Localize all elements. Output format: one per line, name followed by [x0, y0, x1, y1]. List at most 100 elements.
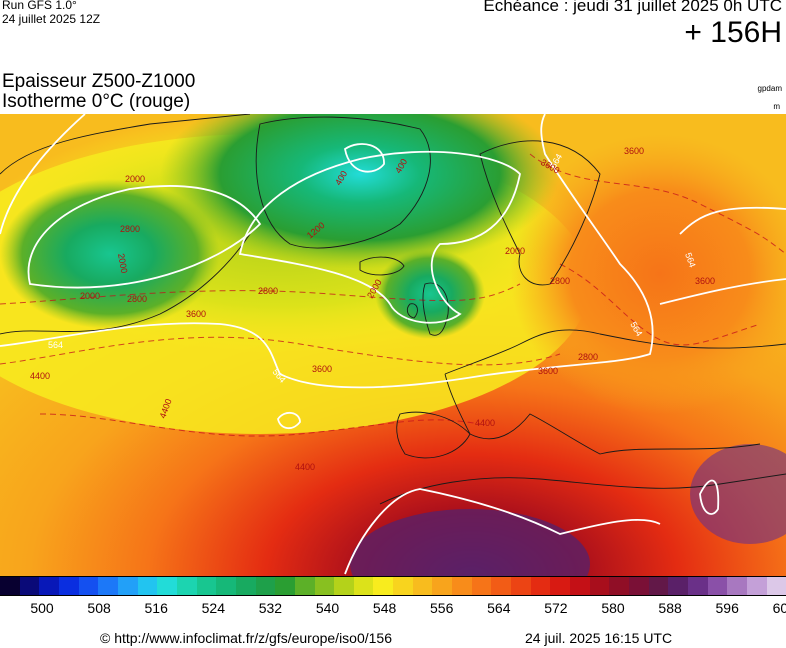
contour-564-ice-patch [344, 143, 385, 173]
thickness-564-contours [0, 114, 786, 575]
colorbar-tick-label: 524 [201, 600, 225, 616]
contour-label-iso0: 2800 [578, 352, 598, 362]
map-title: Epaisseur Z500-Z1000 Isotherme 0°C (roug… [2, 72, 195, 112]
iso0-contour [0, 283, 521, 305]
contour-labels: 564 564 564 564 564 2000 2000 2000 2000 … [30, 146, 715, 472]
colorbar-tick-label: 564 [487, 600, 511, 616]
colorbar [0, 576, 786, 596]
colorbar-swatch [78, 577, 99, 595]
colorbar-tick-label: 532 [258, 600, 283, 616]
contour-564-main [0, 114, 654, 389]
colorbar-tick-label: 604 [772, 600, 786, 616]
contour-label-iso0: 3600 [538, 366, 558, 376]
colorbar-swatch [648, 577, 669, 595]
iso0-contour [0, 336, 561, 366]
contour-label-iso0: 3600 [624, 146, 644, 156]
run-info: Run GFS 1.0° 24 juillet 2025 12Z [2, 0, 100, 26]
contour-label-iso0: 3600 [186, 309, 206, 319]
colorbar-swatch [334, 577, 354, 595]
coastline-iberia [396, 411, 471, 459]
colorbar-tick-label: 500 [30, 600, 54, 616]
contour-label-iso0: 3600 [312, 364, 332, 374]
colorbar-swatch [766, 577, 786, 595]
coastline-scandinavia [479, 140, 601, 286]
colorbar-labels: 500 508 516 524 532 540 548 556 564 572 580 588 596 6… [0, 600, 786, 616]
colorbar-swatch [275, 577, 295, 595]
colorbar-swatch [0, 577, 20, 595]
coastline-iceland [359, 256, 405, 276]
colorbar-swatch [255, 577, 276, 595]
coastline-north-africa [379, 473, 786, 505]
colorbar-swatch [432, 577, 453, 595]
contour-label-iso0: 2000 [116, 253, 129, 274]
colorbar-swatch [727, 577, 747, 595]
colorbar-swatch [668, 577, 688, 595]
contour-label-iso0: 2800 [120, 224, 140, 234]
colorbar-swatch [550, 577, 571, 595]
generation-date: 24 juil. 2025 16:15 UTC [525, 630, 673, 646]
source-url: © http://www.infoclimat.fr/z/gfs/europe/… [100, 630, 393, 646]
run-date: 24 juillet 2025 12Z [2, 12, 101, 26]
coastline-british-isles [406, 282, 449, 336]
hot-core-libya [690, 444, 786, 544]
colorbar-swatch [58, 577, 79, 595]
colorbar-swatch [176, 577, 197, 595]
contour-564-west [0, 114, 86, 235]
colorbar-swatch [373, 577, 394, 595]
colorbar-swatch [117, 577, 138, 595]
unit-gpdam: gpdam [757, 84, 782, 93]
colorbar-tick-label: 540 [315, 600, 340, 616]
iso0-contour [39, 413, 481, 437]
colorbar-tick-label: 596 [715, 600, 739, 616]
contour-label-iso0: 4400 [30, 371, 50, 381]
iso0-contour [529, 153, 786, 255]
colorbar-swatch [294, 577, 315, 595]
contour-label-iso0: 2800 [550, 276, 570, 286]
colorbar-swatch [353, 577, 374, 595]
contour-label-iso0: 2000 [505, 246, 525, 256]
map-title-line1: Epaisseur Z500-Z1000 [2, 71, 196, 92]
colorbar-swatch [491, 577, 512, 595]
contour-564-south [344, 479, 720, 575]
colorbar-swatch [196, 577, 217, 595]
contour-label-iso0: 2800 [258, 286, 278, 296]
forecast-valid-time: Echéance : jeudi 31 juillet 2025 0h UTC [483, 0, 782, 15]
colorbar-swatch [98, 577, 118, 595]
contour-label-iso0: 2000 [80, 291, 100, 301]
colorbar-swatch [589, 577, 610, 595]
colorbar-swatch [19, 577, 40, 595]
colorbar-swatch [570, 577, 590, 595]
lead-time: + 156H [684, 16, 782, 49]
contour-label-iso0: 4400 [475, 418, 495, 428]
colorbar-swatch [452, 577, 472, 595]
colorbar-swatch [412, 577, 433, 595]
weather-map: 564 564 564 564 564 2000 2000 2000 2000 … [0, 114, 786, 576]
contour-label-iso0: 2000 [125, 174, 145, 184]
contour-564-small [277, 412, 301, 429]
colorbar-swatch [471, 577, 492, 595]
colorbar-swatch [511, 577, 531, 595]
coastline-greenland [255, 116, 431, 249]
colorbar-tick-label: 548 [372, 600, 397, 616]
colorbar-swatch [39, 577, 59, 595]
coastline-europe-mainland [444, 329, 786, 455]
contour-label-iso0: 4400 [295, 462, 315, 472]
cold-area-northwest [0, 179, 220, 329]
colorbar-swatch [687, 577, 708, 595]
colorbar-tick-label: 580 [601, 600, 625, 616]
cold-area-uk [375, 249, 485, 339]
contour-564-east [659, 206, 786, 305]
colorbar-swatch [609, 577, 629, 595]
colorbar-tick-label: 572 [544, 600, 568, 616]
colorbar-swatch [707, 577, 728, 595]
colorbar-tick-label: 508 [87, 600, 111, 616]
hot-core-sahara [350, 509, 590, 576]
contour-label-564: 564 [683, 251, 698, 269]
iso0-contour [559, 263, 761, 346]
coastlines [0, 114, 786, 505]
colorbar-swatch [157, 577, 177, 595]
coastline-canada [0, 114, 251, 335]
unit-m: m [773, 102, 780, 111]
run-model: Run GFS 1.0° [2, 0, 77, 12]
colorbar-swatch [629, 577, 649, 595]
